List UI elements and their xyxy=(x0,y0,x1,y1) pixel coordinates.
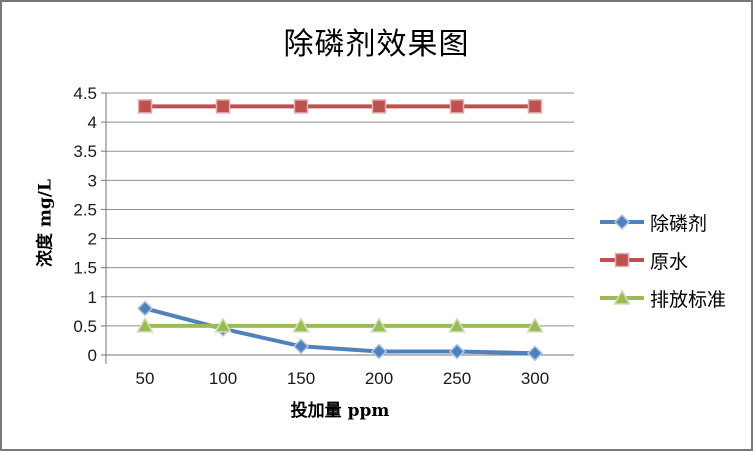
triangle-marker-icon xyxy=(370,316,388,333)
svg-text:1: 1 xyxy=(88,288,97,307)
triangle-marker-icon xyxy=(448,316,466,333)
legend-label: 排放标准 xyxy=(650,288,727,311)
legend-swatch xyxy=(600,252,644,268)
legend-label: 除磷剂 xyxy=(650,212,708,235)
diamond-marker-icon xyxy=(448,343,466,360)
legend: 除磷剂 原水 排放标准 xyxy=(599,209,726,311)
svg-text:2: 2 xyxy=(88,230,97,249)
series-line xyxy=(144,306,536,356)
square-marker-icon xyxy=(614,252,630,268)
legend-swatch xyxy=(600,213,644,231)
triangle-marker-icon xyxy=(526,316,544,333)
svg-text:150: 150 xyxy=(287,369,315,388)
svg-text:50: 50 xyxy=(136,369,155,388)
svg-text:0: 0 xyxy=(88,346,97,365)
diamond-marker-icon xyxy=(292,338,310,355)
triangle-marker-icon xyxy=(613,288,631,305)
svg-text:300: 300 xyxy=(521,369,549,388)
x-tick-labels: 50 100 150 200 250 300 xyxy=(136,369,550,388)
y-tick-labels: 0 0.5 1 1.5 2 2.5 3 3.5 4 4.5 xyxy=(73,84,97,365)
square-marker-icon xyxy=(449,99,465,114)
square-marker-icon xyxy=(137,99,153,114)
square-marker-icon xyxy=(527,99,543,114)
diamond-marker-icon xyxy=(136,300,154,317)
square-marker-icon xyxy=(293,99,309,114)
legend-label: 原水 xyxy=(650,250,689,273)
legend-item-0: 除磷剂 xyxy=(599,209,726,235)
legend-swatch xyxy=(600,288,644,305)
svg-text:200: 200 xyxy=(365,369,393,388)
svg-text:3: 3 xyxy=(88,171,97,190)
svg-text:4: 4 xyxy=(88,113,97,132)
triangle-marker-icon xyxy=(136,316,154,333)
x-axis-title: 投加量 ppm xyxy=(290,401,390,421)
square-marker-icon xyxy=(215,99,231,114)
diamond-marker-icon xyxy=(526,345,544,362)
chart-title: 除磷剂效果图 xyxy=(283,27,470,62)
svg-text:250: 250 xyxy=(443,369,471,388)
svg-text:4.5: 4.5 xyxy=(73,84,97,103)
diamond-marker-icon xyxy=(613,213,631,231)
svg-text:100: 100 xyxy=(209,369,237,388)
triangle-marker-icon xyxy=(292,316,310,333)
series-1 xyxy=(137,99,543,114)
triangle-marker-icon xyxy=(214,316,232,333)
series-2 xyxy=(136,316,544,333)
square-marker-icon xyxy=(371,99,387,114)
legend-item-2: 排放标准 xyxy=(599,285,726,311)
y-axis-title: 浓度 mg/L xyxy=(35,179,56,267)
svg-text:3.5: 3.5 xyxy=(73,142,97,161)
svg-text:2.5: 2.5 xyxy=(73,200,97,219)
diamond-marker-icon xyxy=(370,343,388,360)
svg-text:1.5: 1.5 xyxy=(73,259,97,278)
legend-item-1: 原水 xyxy=(599,247,726,273)
series-0 xyxy=(136,300,544,362)
svg-text:0.5: 0.5 xyxy=(73,317,97,336)
